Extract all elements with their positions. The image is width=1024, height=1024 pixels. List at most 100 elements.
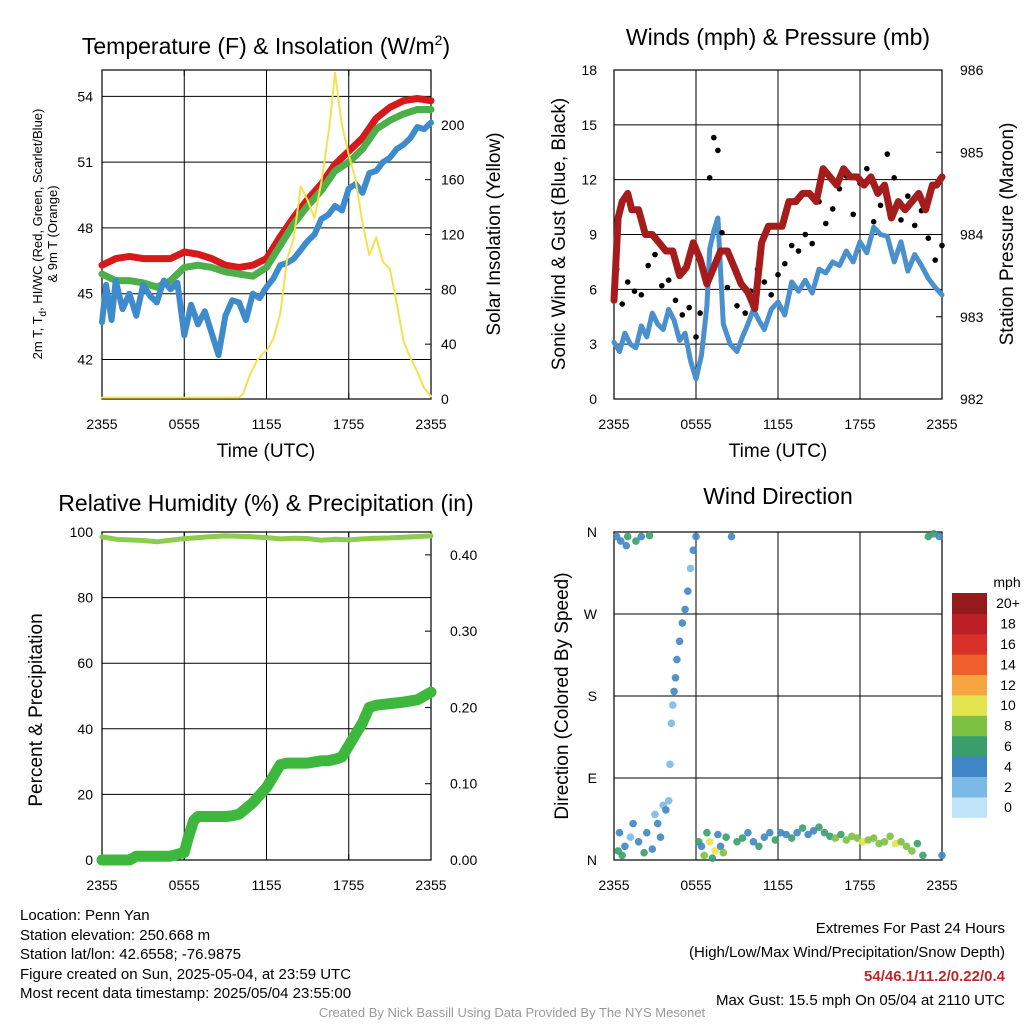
- humidity-line: [99, 533, 434, 545]
- rh-chart-title: Relative Humidity (%) & Precipitation (i…: [58, 490, 473, 516]
- direction-point: [913, 839, 922, 848]
- precipitation-line: [96, 686, 437, 866]
- direction-point: [744, 828, 752, 837]
- wind-y-tick-label: 3: [589, 336, 597, 352]
- gust-point: [905, 193, 911, 199]
- direction-point: [815, 823, 823, 831]
- station-info: Location: Penn Yan Station elevation: 25…: [20, 906, 351, 1004]
- gust-point: [672, 297, 679, 304]
- temp-x-axis-label: Time (UTC): [217, 441, 316, 462]
- credit-line: Created By Nick Bassill Using Data Provi…: [318, 1005, 706, 1020]
- wind-y-tick-label: 0: [589, 391, 597, 407]
- temp-y2-tick-label: 200: [441, 117, 465, 133]
- gust-point: [809, 240, 815, 247]
- rh-y-tick-label: 80: [77, 590, 93, 606]
- temp-y2-tick-label: 40: [441, 336, 457, 352]
- direction-point: [671, 674, 680, 682]
- gust-point: [823, 220, 829, 227]
- gust-point: [715, 147, 721, 154]
- rh-x-tick-label: 2355: [86, 877, 117, 893]
- wind-y2-tick-label: 985: [960, 144, 984, 160]
- gust-point: [638, 292, 645, 298]
- wind-y2-tick-label: 983: [960, 309, 984, 325]
- figure-created: Figure created on Sun, 2025-05-04, at 23…: [20, 965, 352, 983]
- wind-y-axis-label: Sonic Wind & Gust (Blue, Black): [549, 98, 570, 370]
- colorbar-label: 12: [1000, 677, 1016, 693]
- wind-x-tick-label: 2355: [598, 416, 629, 432]
- direction-point: [831, 834, 840, 842]
- rh-y2-tick-label: 0.10: [450, 776, 477, 792]
- direction-point: [935, 532, 944, 541]
- temp-x-tick-label: 1755: [333, 416, 364, 432]
- direction-point: [684, 587, 692, 595]
- temp-series-line: [98, 95, 435, 271]
- direction-point: [837, 830, 845, 839]
- colorbar-swatch: [952, 776, 987, 798]
- temp-y2-axis-label: Solar Insolation (Yellow): [484, 132, 505, 335]
- direction-point: [708, 854, 717, 862]
- direction-point: [664, 797, 673, 805]
- direction-point: [938, 851, 946, 860]
- colorbar-label: 8: [1004, 718, 1012, 734]
- wind-y2-tick-label: 984: [960, 227, 984, 243]
- direction-point: [919, 851, 927, 860]
- rh-y-tick-label: 100: [70, 524, 94, 540]
- gust-point: [911, 222, 918, 229]
- direction-point: [626, 833, 635, 841]
- direction-point: [700, 851, 708, 860]
- max-gust: Max Gust: 15.5 mph On 05/04 at 2110 UTC: [715, 992, 1005, 1009]
- direction-point: [804, 830, 812, 839]
- temp-y2-tick-label: 80: [441, 281, 457, 297]
- direction-point: [722, 833, 730, 841]
- direction-point: [902, 842, 911, 851]
- rh-x-tick-label: 2355: [415, 877, 446, 893]
- direction-point: [618, 851, 626, 860]
- rh-x-tick-label: 0555: [169, 877, 200, 893]
- direction-point: [809, 827, 818, 835]
- gust-point: [925, 235, 932, 241]
- wind-x-tick-label: 1155: [763, 416, 793, 432]
- direction-point: [738, 834, 747, 842]
- direction-point: [842, 836, 851, 844]
- dir-y-tick-label: S: [588, 688, 597, 704]
- gust-point: [802, 231, 809, 238]
- temp-y-axis-label-2: & 9m T (Orange): [45, 185, 60, 282]
- colorbar-swatch: [952, 633, 987, 655]
- colorbar-swatch: [952, 735, 987, 757]
- wind-y-tick-label: 9: [589, 227, 597, 243]
- gust-point: [693, 334, 699, 340]
- direction-point: [675, 637, 684, 646]
- gust-point: [850, 211, 856, 218]
- temp-y-tick-label: 51: [77, 154, 93, 170]
- extremes-heading: Extremes For Past 24 Hours: [815, 920, 1005, 937]
- direction-point: [615, 828, 624, 837]
- direction-point: [714, 830, 722, 839]
- direction-point: [798, 824, 807, 832]
- rh-y-tick-label: 0: [85, 852, 93, 868]
- gust-point: [659, 282, 665, 289]
- gust-point: [706, 175, 713, 181]
- wind-x-tick-label: 2355: [926, 416, 957, 432]
- gust-point: [686, 304, 692, 311]
- direction-point: [623, 532, 632, 541]
- rh-y-tick-label: 60: [77, 655, 93, 671]
- dir-chart-title: Wind Direction: [703, 483, 853, 509]
- gust-point: [665, 277, 672, 284]
- gust-point: [742, 310, 748, 316]
- direction-point: [643, 828, 651, 837]
- wind-chart-title: Winds (mph) & Pressure (mb): [626, 24, 930, 50]
- direction-point: [853, 834, 862, 842]
- direction-point: [629, 819, 637, 828]
- gust-point: [898, 217, 904, 223]
- direction-point: [622, 541, 631, 550]
- gust-point: [870, 218, 877, 225]
- gust-point: [768, 292, 774, 298]
- extremes-legend: (High/Low/Max Wind/Precipitation/Snow De…: [689, 944, 1005, 961]
- pressure-line: [610, 165, 946, 312]
- gust-point: [619, 301, 625, 307]
- dir-x-tick-label: 1755: [844, 877, 875, 893]
- colorbar-swatch: [952, 674, 987, 696]
- wind-speed-line: [611, 215, 945, 382]
- direction-point: [793, 828, 801, 837]
